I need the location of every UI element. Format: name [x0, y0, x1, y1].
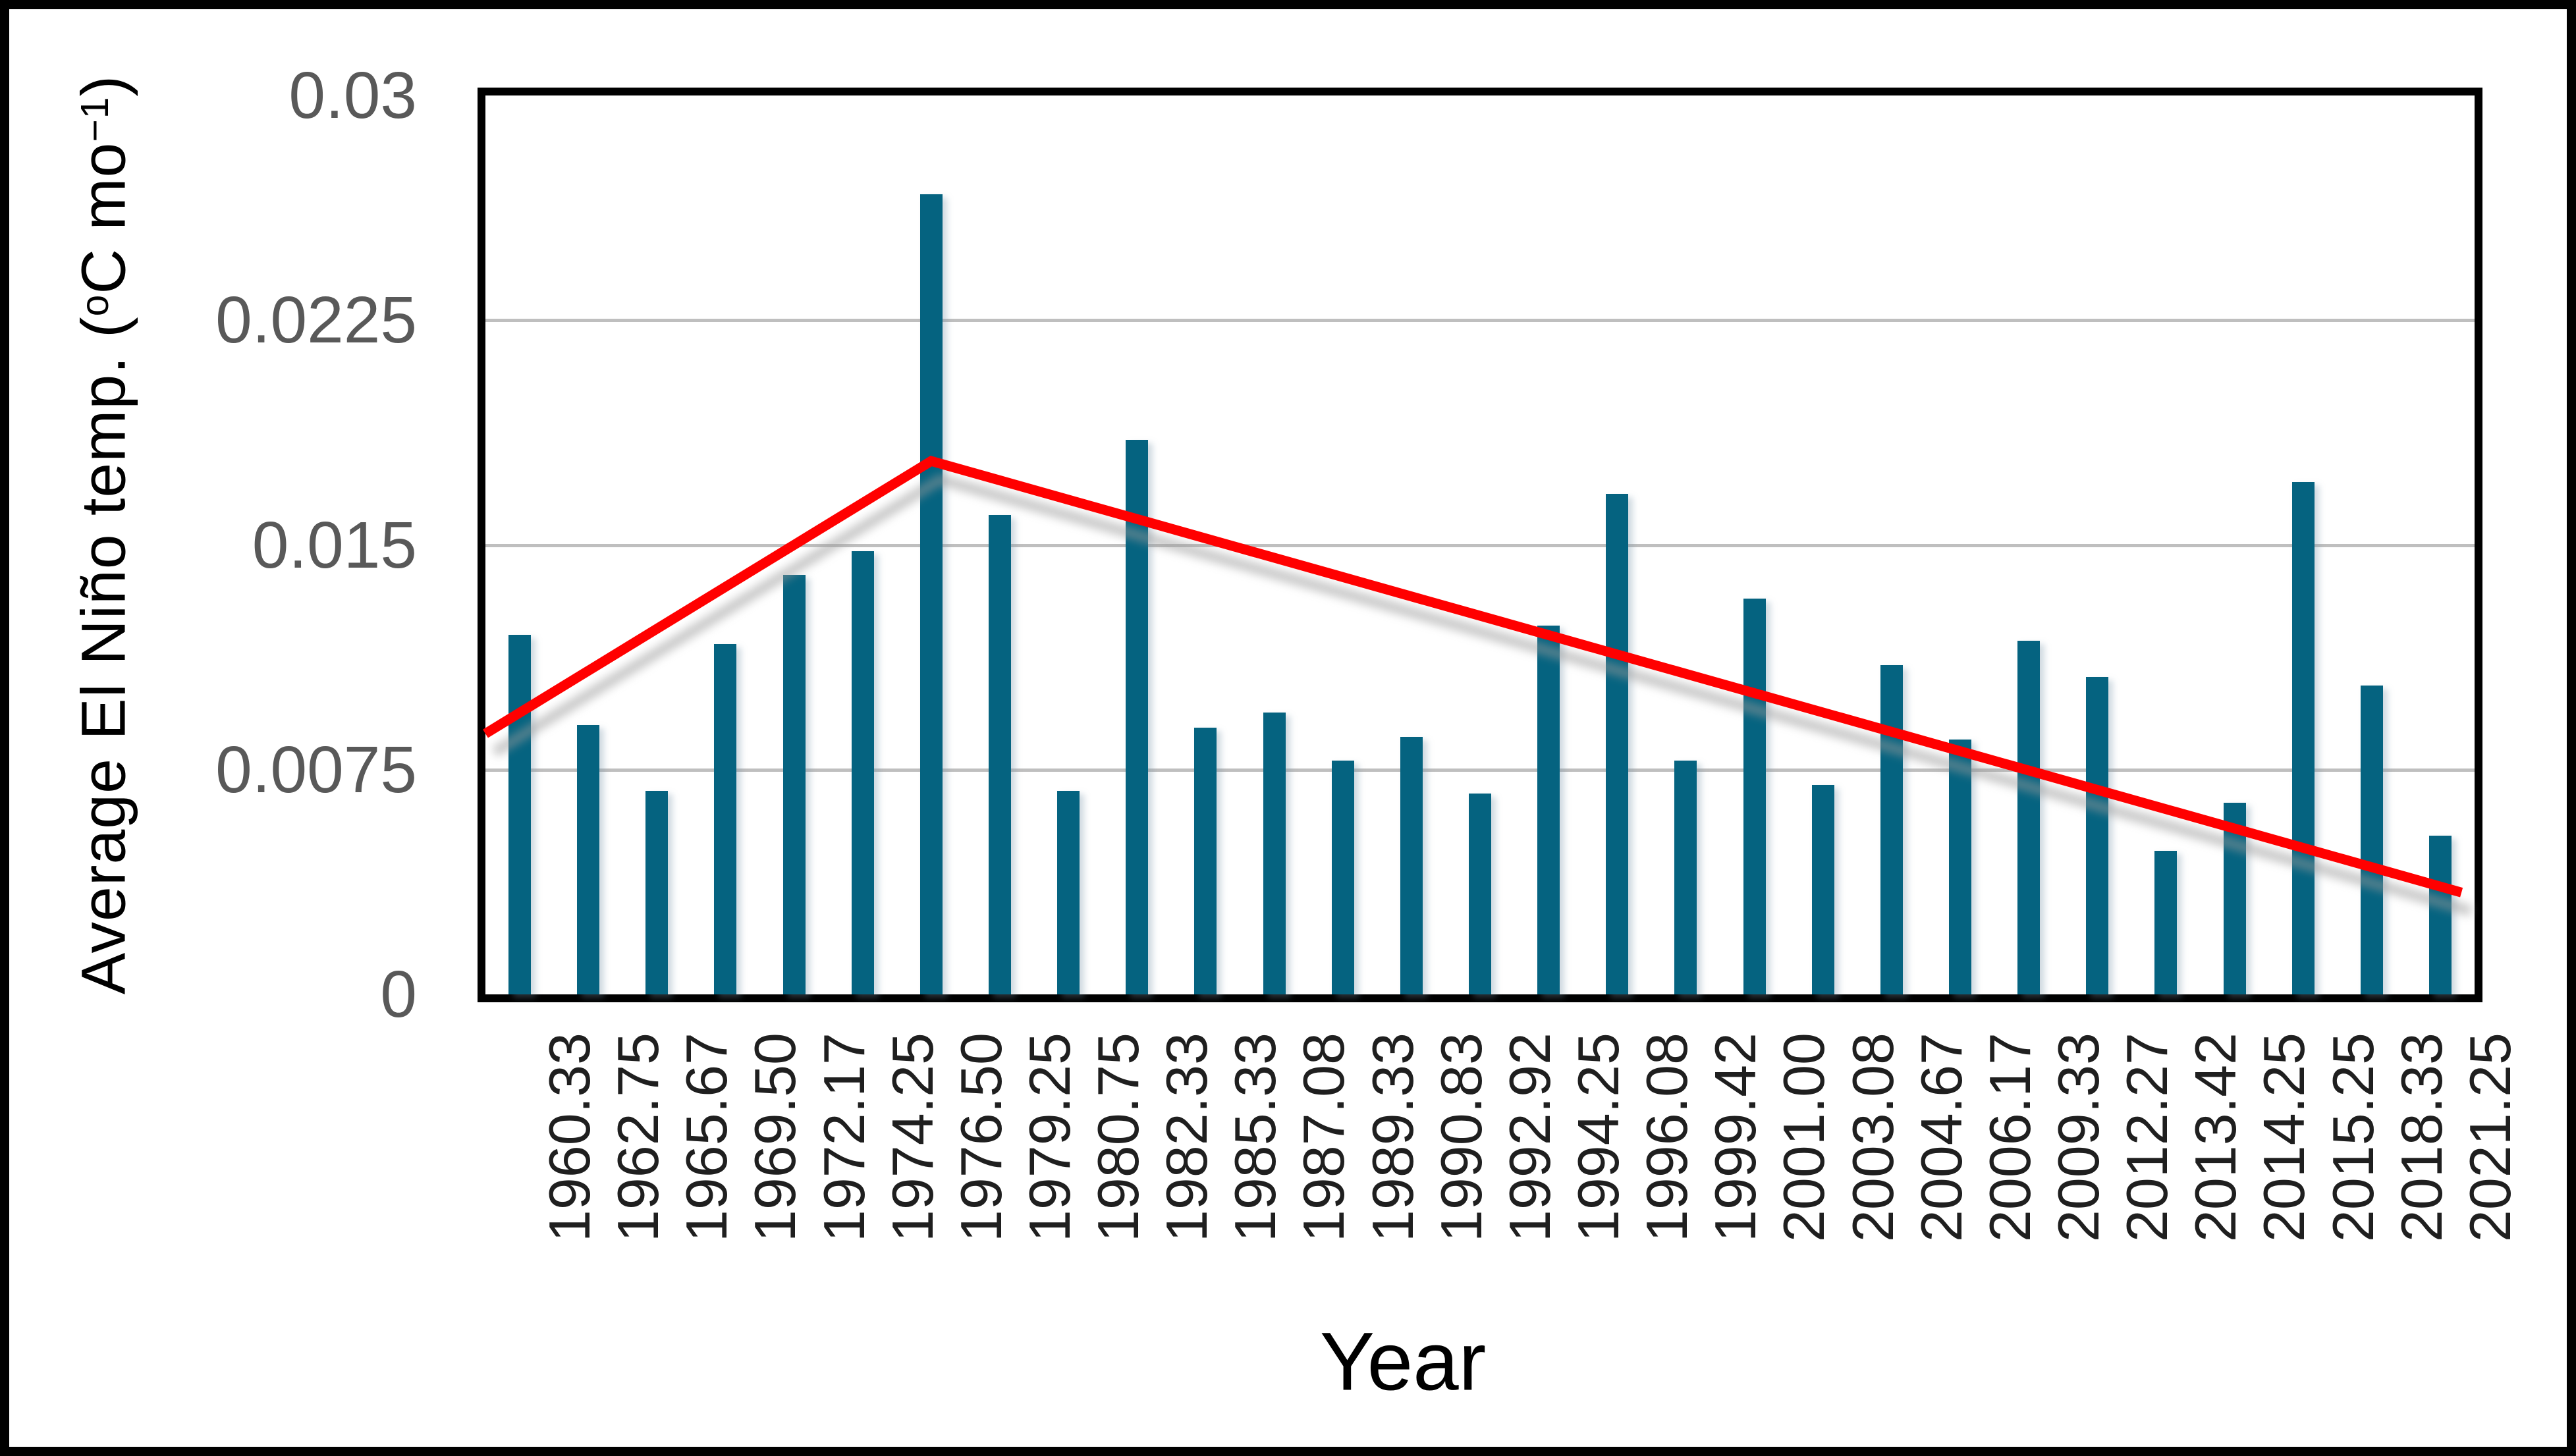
x-tick-label-1996.08: 1996.08	[1634, 1033, 1700, 1243]
bar-1996.08	[1606, 494, 1629, 994]
bar-2001.00	[1743, 599, 1766, 994]
bar-2015.25	[2291, 481, 2315, 994]
x-tick-label-2018.33: 2018.33	[2388, 1033, 2454, 1243]
bar-2006.17	[1948, 740, 1971, 994]
x-tick-label-1985.33: 1985.33	[1222, 1033, 1288, 1243]
x-tick-label-2003.08: 2003.08	[1840, 1033, 1905, 1243]
x-tick-label-2014.25: 2014.25	[2251, 1033, 2317, 1243]
x-tick-label-1999.42: 1999.42	[1703, 1033, 1768, 1243]
bar-2021.25	[2428, 835, 2452, 994]
bar-1980.75	[1057, 790, 1080, 994]
gridline	[485, 543, 2475, 547]
x-tick-label-2004.67: 2004.67	[1908, 1033, 1974, 1243]
bar-1962.75	[577, 724, 600, 994]
x-tick-label-2006.17: 2006.17	[1977, 1033, 2042, 1243]
gridline	[485, 319, 2475, 323]
bar-2004.67	[1880, 664, 1903, 994]
bar-1969.50	[714, 643, 737, 994]
bar-1990.83	[1400, 736, 1423, 994]
bar-1974.25	[851, 551, 874, 994]
x-tick-label-2015.25: 2015.25	[2320, 1033, 2386, 1243]
x-tick-label-1990.83: 1990.83	[1428, 1033, 1494, 1243]
x-tick-label-2001.00: 2001.00	[1771, 1033, 1837, 1243]
bar-1972.17	[782, 575, 806, 994]
bar-2003.08	[1811, 784, 1834, 994]
bar-2013.42	[2154, 850, 2178, 994]
bar-2012.27	[2086, 676, 2109, 994]
trend-line-shadow	[491, 473, 2473, 916]
x-tick-label-1960.33: 1960.33	[537, 1033, 603, 1243]
x-tick-label-1974.25: 1974.25	[879, 1033, 945, 1243]
x-tick-label-1979.25: 1979.25	[1017, 1033, 1083, 1243]
trend-line-layer	[483, 455, 2473, 916]
bar-1992.92	[1469, 794, 1491, 994]
x-tick-label-1969.50: 1969.50	[742, 1033, 808, 1243]
y-axis-title-text: Average El Niño temp. (	[69, 316, 139, 995]
x-tick-label-1962.75: 1962.75	[605, 1033, 671, 1243]
bar-1960.33	[508, 635, 532, 994]
bar-1976.50	[919, 194, 943, 994]
x-tick-label-1980.75: 1980.75	[1085, 1033, 1151, 1243]
bar-1987.08	[1263, 713, 1286, 994]
gridline	[485, 768, 2475, 772]
x-tick-label-1989.33: 1989.33	[1359, 1033, 1425, 1243]
x-tick-label-1976.50: 1976.50	[948, 1033, 1014, 1243]
bar-1979.25	[989, 515, 1012, 994]
y-tick-label-0.03: 0.03	[288, 59, 417, 132]
bar-1965.67	[645, 790, 669, 994]
x-axis-title: Year	[1319, 1316, 1487, 1408]
trend-line	[483, 455, 2463, 898]
x-tick-label-1994.25: 1994.25	[1566, 1033, 1631, 1243]
x-tick-label-1982.33: 1982.33	[1154, 1033, 1220, 1243]
x-tick-label-2012.27: 2012.27	[2114, 1033, 2180, 1243]
bar-1989.33	[1331, 761, 1354, 994]
y-axis-title-unit: C mo	[69, 142, 139, 294]
y-tick-label-0.015: 0.015	[252, 508, 417, 582]
bar-1994.25	[1537, 626, 1560, 994]
x-tick-label-1972.17: 1972.17	[811, 1033, 877, 1243]
bar-1999.42	[1674, 761, 1697, 994]
y-tick-label-0.0225: 0.0225	[215, 283, 417, 358]
x-tick-label-2009.33: 2009.33	[2046, 1033, 2112, 1243]
bar-2009.33	[2017, 641, 2041, 994]
y-tick-label-0: 0	[380, 957, 417, 1031]
x-tick-label-1987.08: 1987.08	[1291, 1033, 1357, 1243]
y-tick-label-0.0075: 0.0075	[215, 732, 417, 807]
bar-1985.33	[1194, 728, 1217, 994]
bar-2018.33	[2360, 686, 2383, 994]
x-tick-label-1965.67: 1965.67	[674, 1033, 740, 1243]
plot-area	[478, 88, 2482, 1002]
x-tick-label-2013.42: 2013.42	[2183, 1033, 2249, 1243]
x-tick-label-1992.92: 1992.92	[1497, 1033, 1562, 1243]
x-tick-label-2021.25: 2021.25	[2457, 1033, 2523, 1243]
